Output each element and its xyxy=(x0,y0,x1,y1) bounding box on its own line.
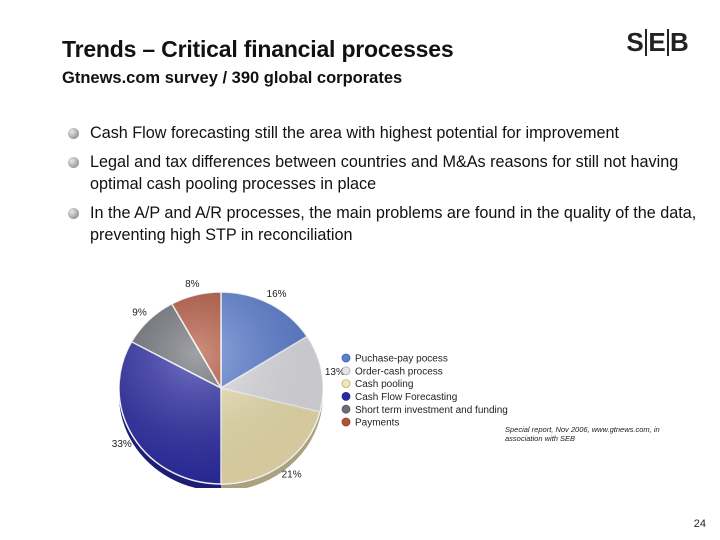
legend-label: Short term investment and funding xyxy=(355,405,508,416)
bullet-item: Cash Flow forecasting still the area wit… xyxy=(68,122,698,144)
pie-data-label: 8% xyxy=(185,279,200,290)
legend-label: Payments xyxy=(355,418,399,429)
pie-data-label: 13% xyxy=(325,367,345,378)
pie-data-label: 9% xyxy=(132,307,147,318)
legend-swatch xyxy=(341,353,351,363)
bullet-text: In the A/P and A/R processes, the main p… xyxy=(90,204,697,244)
bullet-item: Legal and tax differences between countr… xyxy=(68,151,698,195)
legend-label: Cash Flow Forecasting xyxy=(355,392,457,403)
bullet-item: In the A/P and A/R processes, the main p… xyxy=(68,202,698,246)
source-note: Special report, Nov 2006, www.gtnews.com… xyxy=(505,425,660,443)
logo-letter-b: B xyxy=(670,27,689,57)
pie-data-label: 21% xyxy=(282,470,302,481)
bullet-icon xyxy=(68,128,79,139)
legend-swatch xyxy=(341,404,351,414)
legend-swatch xyxy=(341,417,351,427)
page-number: 24 xyxy=(693,518,706,530)
legend-label: Puchase-pay pocess xyxy=(355,354,448,365)
slide-subtitle: Gtnews.com survey / 390 global corporate… xyxy=(62,69,403,87)
legend-label: Cash pooling xyxy=(355,379,413,390)
bullet-text: Legal and tax differences between countr… xyxy=(90,153,679,193)
legend-swatch xyxy=(341,366,351,376)
pie-data-label: 16% xyxy=(267,289,287,300)
pie-data-label: 33% xyxy=(112,439,132,450)
bullet-icon xyxy=(68,157,79,168)
bullet-icon xyxy=(68,208,79,219)
logo-divider xyxy=(667,29,669,56)
logo-letter-s: S xyxy=(626,27,644,57)
legend-label: Order-cash process xyxy=(355,366,443,377)
slide-title: Trends – Critical financial processes xyxy=(62,36,454,62)
legend-swatch xyxy=(341,391,351,401)
bullet-text: Cash Flow forecasting still the area wit… xyxy=(90,124,620,142)
seb-logo: S E B xyxy=(626,27,688,58)
pie-chart: 16% 13% 21% 33% 9% 8% Puchase-pay pocessOrder… xyxy=(112,279,508,488)
bullet-list: Cash Flow forecasting still the area wit… xyxy=(68,122,698,253)
logo-divider xyxy=(645,29,647,56)
logo-letter-e: E xyxy=(648,27,666,57)
legend-swatch xyxy=(341,379,351,388)
